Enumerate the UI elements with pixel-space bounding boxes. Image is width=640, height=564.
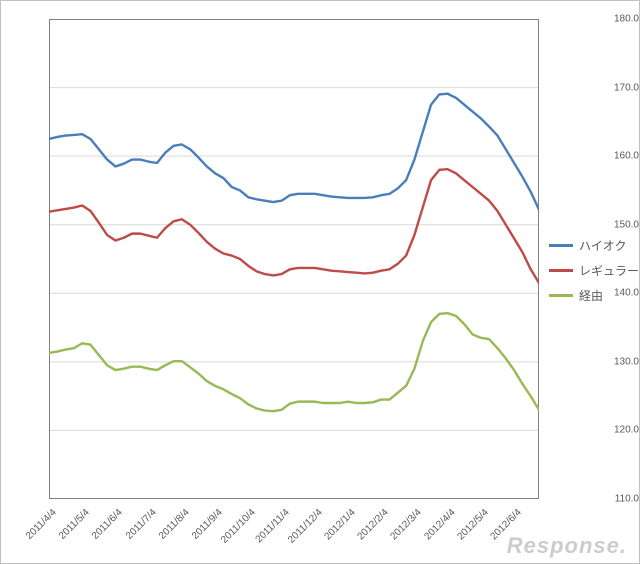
y-tick-label: 130.0 bbox=[597, 356, 639, 367]
x-tick-label: 2012/5/4 bbox=[455, 507, 490, 542]
x-tick-label: 2012/4/4 bbox=[422, 507, 457, 542]
legend-swatch bbox=[549, 294, 573, 297]
legend-label: ハイオク bbox=[579, 237, 627, 254]
x-tick-label: 2012/2/4 bbox=[356, 507, 391, 542]
legend-label: 経由 bbox=[579, 287, 603, 304]
legend-swatch bbox=[549, 244, 573, 247]
x-tick-label: 2012/1/4 bbox=[322, 507, 357, 542]
x-tick-label: 2011/11/4 bbox=[253, 507, 291, 545]
chart-svg bbox=[49, 19, 539, 499]
legend-item-high_octane: ハイオク bbox=[549, 237, 639, 254]
x-tick-label: 2011/6/4 bbox=[90, 507, 125, 542]
y-tick-label: 160.0 bbox=[597, 151, 639, 162]
legend: ハイオクレギュラー経由 bbox=[549, 237, 639, 312]
x-tick-label: 2011/4/4 bbox=[24, 507, 59, 542]
x-tick-label: 2011/8/4 bbox=[157, 507, 192, 542]
legend-item-diesel: 経由 bbox=[549, 287, 639, 304]
legend-item-regular: レギュラー bbox=[549, 262, 639, 279]
series-high_octane bbox=[49, 94, 539, 210]
legend-label: レギュラー bbox=[579, 262, 639, 279]
y-tick-label: 150.0 bbox=[597, 219, 639, 230]
watermark: Response. bbox=[507, 533, 627, 559]
x-tick-label: 2011/12/4 bbox=[286, 507, 325, 546]
series-regular bbox=[49, 169, 539, 283]
y-tick-label: 120.0 bbox=[597, 425, 639, 436]
chart-frame: 110.0120.0130.0140.0150.0160.0170.0180.0… bbox=[0, 0, 640, 564]
y-tick-label: 170.0 bbox=[597, 82, 639, 93]
x-tick-label: 2011/7/4 bbox=[124, 507, 159, 542]
y-tick-label: 180.0 bbox=[597, 14, 639, 25]
y-tick-label: 110.0 bbox=[597, 494, 639, 505]
x-tick-label: 2011/10/4 bbox=[219, 507, 258, 546]
x-tick-label: 2012/3/4 bbox=[389, 507, 424, 542]
x-tick-label: 2011/5/4 bbox=[57, 507, 92, 542]
legend-swatch bbox=[549, 269, 573, 272]
